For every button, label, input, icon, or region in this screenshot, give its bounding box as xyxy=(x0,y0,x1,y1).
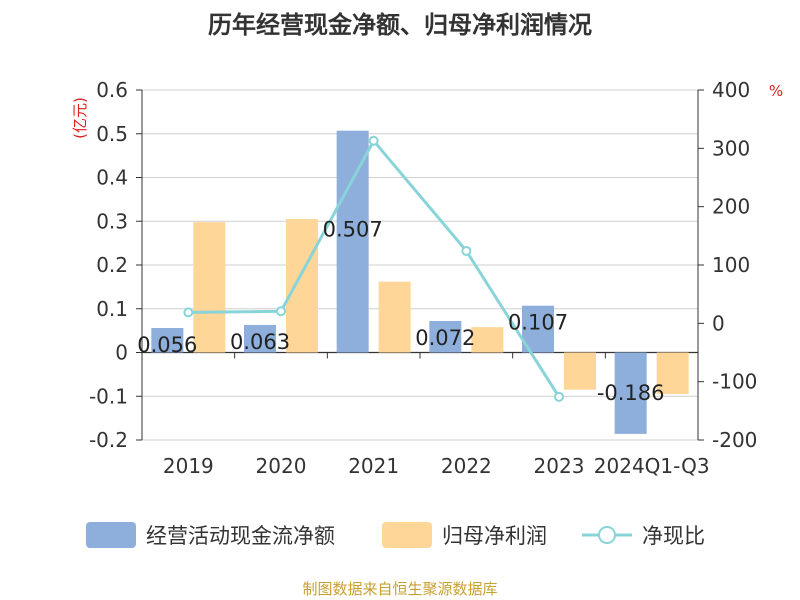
bar-cashflow xyxy=(151,328,184,353)
x-axis-tick-label: 2019 xyxy=(163,454,214,478)
x-axis-tick-label: 2023 xyxy=(534,454,585,478)
legend-swatch-ratio-marker xyxy=(598,526,616,544)
legend-swatch-profit xyxy=(382,522,432,548)
bar-cashflow xyxy=(336,130,369,353)
ratio-point xyxy=(554,391,564,402)
bar-value-label: 0.063 xyxy=(230,330,290,354)
right-axis-tick-label: 400 xyxy=(712,78,750,102)
bar-cashflow xyxy=(244,324,276,353)
x-axis-tick-label: 2024Q1-Q3 xyxy=(594,454,710,478)
bar-profit xyxy=(656,352,689,395)
x-axis-tick-label: 2020 xyxy=(256,454,307,478)
legend-label-cashflow: 经营活动现金流净额 xyxy=(146,524,335,548)
right-axis-tick-label: -100 xyxy=(712,370,757,394)
legend-swatch-cashflow xyxy=(86,522,136,548)
bar-profit xyxy=(378,281,411,353)
ratio-point xyxy=(276,306,286,317)
right-axis-tick-label: 100 xyxy=(712,253,750,277)
left-axis-unit: (亿元) xyxy=(71,97,89,139)
right-axis-tick-label: 0 xyxy=(712,311,725,335)
bar-value-label: 0.072 xyxy=(415,326,475,350)
x-axis-tick-label: 2022 xyxy=(441,454,492,478)
bar-profit xyxy=(286,219,318,353)
ratio-point xyxy=(461,245,472,256)
bar-profit xyxy=(564,352,596,390)
right-axis-unit: % xyxy=(769,82,783,100)
ratio-line-path xyxy=(188,138,561,398)
left-axis-tick-label: 0 xyxy=(115,341,128,365)
ratio-line xyxy=(183,135,564,402)
left-axis-tick-label: 0.4 xyxy=(96,166,128,190)
bar-value-label: -0.186 xyxy=(597,381,665,405)
chart-title: 历年经营现金净额、归母净利润情况 xyxy=(208,11,592,39)
left-axis-tick-label: 0.3 xyxy=(96,209,128,233)
bar-cashflow xyxy=(429,321,462,353)
ratio-point xyxy=(183,307,194,318)
source-note: 制图数据来自恒生聚源数据库 xyxy=(302,580,497,598)
bar-value-label: 0.056 xyxy=(137,333,197,357)
legend-label-ratio: 净现比 xyxy=(642,524,705,548)
right-axis-tick-label: 200 xyxy=(712,195,750,219)
bar-profit xyxy=(193,222,226,353)
legend: 经营活动现金流净额 归母净利润 净现比 xyxy=(86,522,705,548)
left-axis-tick-label: -0.2 xyxy=(89,428,128,452)
right-axis-tick-label: 300 xyxy=(712,136,750,160)
right-axis-tick-label: -200 xyxy=(712,428,757,452)
left-axis-tick-label: 0.5 xyxy=(96,122,128,146)
axes: 0.6 0.5 0.4 0.3 0.2 0.1 0 -0.1 -0.2 400 300 200 100 0… xyxy=(89,78,757,478)
legend-label-profit: 归母净利润 xyxy=(442,524,547,548)
bar-profit xyxy=(471,327,504,353)
bars xyxy=(151,130,689,434)
bar-value-label: 0.507 xyxy=(323,218,383,242)
left-axis-tick-label: -0.1 xyxy=(89,384,128,408)
bar-cashflow xyxy=(614,352,647,434)
ratio-point xyxy=(368,135,379,146)
left-axis-tick-label: 0.6 xyxy=(96,78,128,102)
x-axis-tick-label: 2021 xyxy=(348,454,399,478)
data-labels: 0.056 0.063 0.507 0.072 0.107 -0.186 xyxy=(137,218,664,405)
left-axis-tick-label: 0.1 xyxy=(96,297,128,321)
left-axis-tick-label: 0.2 xyxy=(96,253,128,277)
bar-value-label: 0.107 xyxy=(508,311,568,335)
